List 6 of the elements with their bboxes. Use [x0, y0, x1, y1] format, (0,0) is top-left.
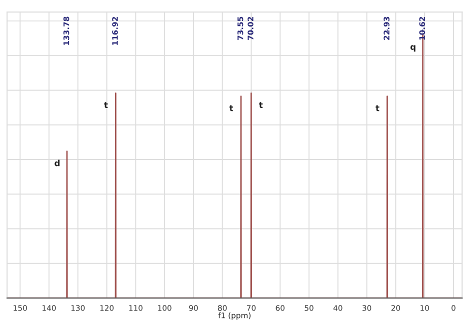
annotation: d [54, 160, 60, 166]
annotation: t [259, 102, 263, 108]
annotation: t [104, 102, 108, 108]
annotation: q [410, 45, 416, 52]
annotation: t [376, 105, 380, 112]
annotation: t [229, 105, 234, 112]
